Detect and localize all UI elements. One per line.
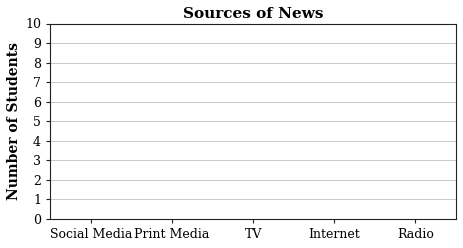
Title: Sources of News: Sources of News — [183, 7, 323, 21]
Y-axis label: Number of Students: Number of Students — [7, 42, 21, 200]
